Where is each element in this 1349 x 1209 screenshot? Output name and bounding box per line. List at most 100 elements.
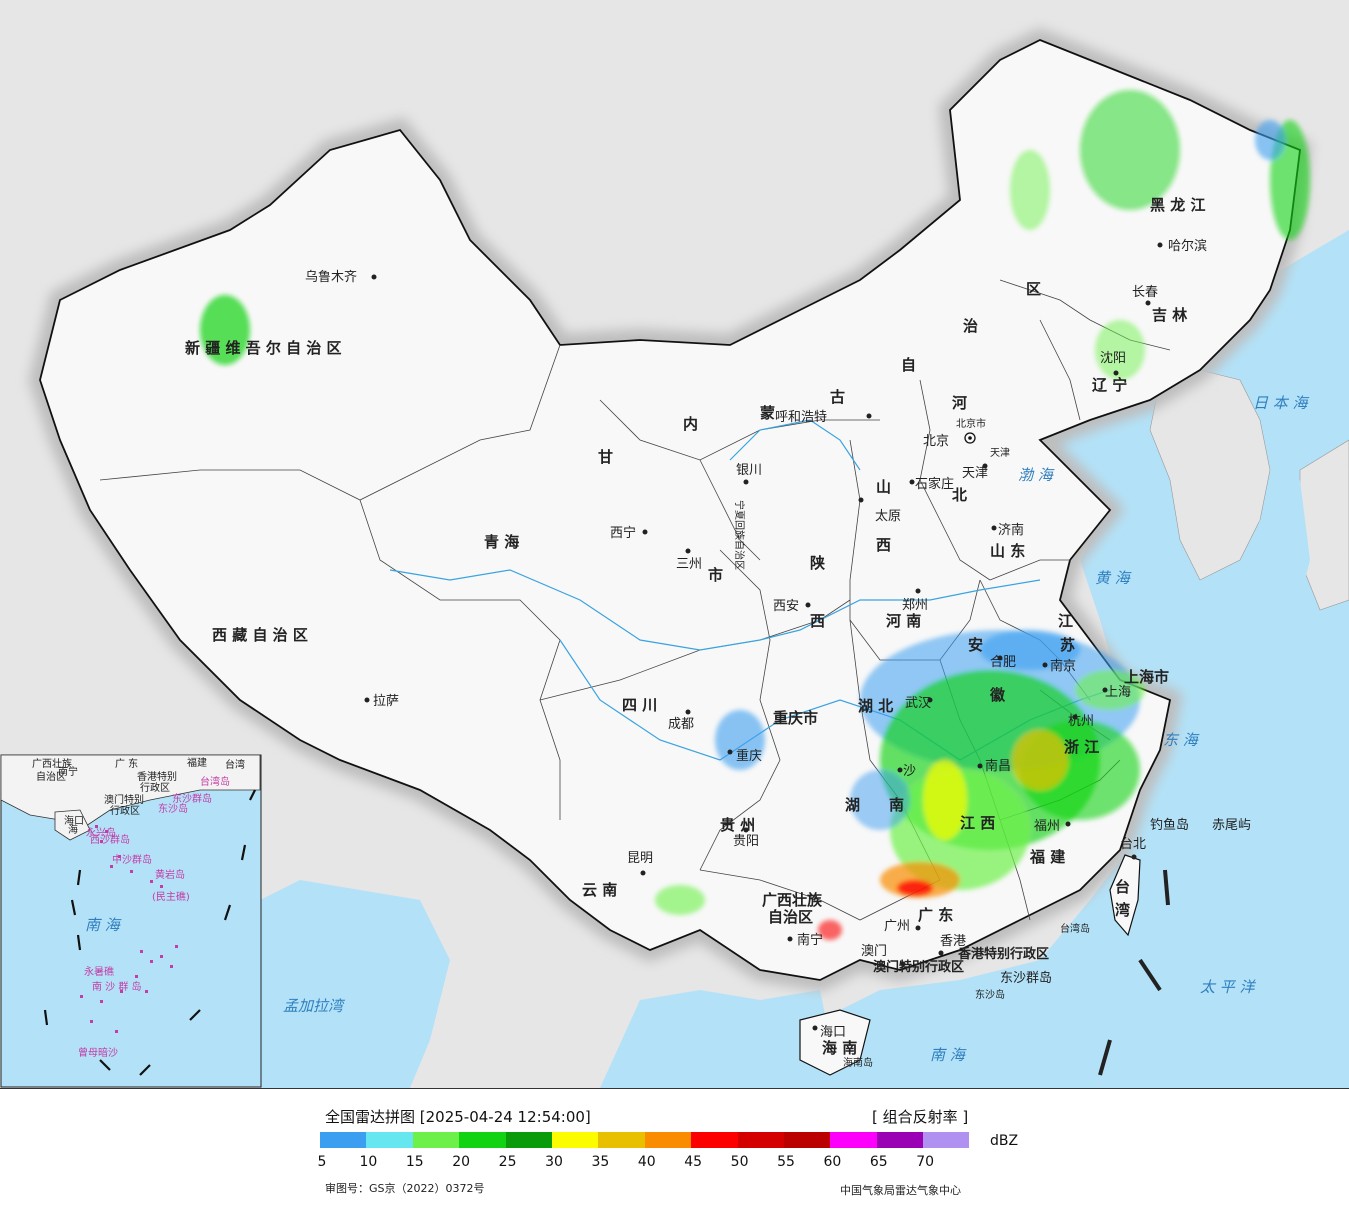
inset-yongshu: 永暑礁 [84,965,114,978]
label-anhui-2: 徽 [989,686,1006,704]
label-hunan-1: 湖 [845,796,860,814]
scale-tick-label: 65 [869,1154,888,1170]
label-ningxia: 宁夏回族自治区 [733,500,746,570]
label-hubei: 湖 北 [858,697,893,715]
label-guangxi-1: 广西壮族 [762,891,823,909]
color-scale [320,1132,970,1148]
label-hainan: 海 南 [822,1039,857,1057]
scale-swatch [598,1132,645,1148]
legend-panel [0,1088,1349,1209]
scale-tick-label: 20 [452,1154,471,1170]
label-shanxi-1: 山 [876,478,891,496]
label-macau: 澳门特别行政区 [873,959,964,975]
city-lhasa: 拉萨 [373,694,399,709]
city-chengdu: 成都 [668,717,694,732]
city-beijing: 北京 [923,434,949,449]
city-changchun: 长春 [1132,285,1158,300]
label-jiangsu-1: 江 [1058,612,1073,630]
scale-tick-label: 40 [637,1154,656,1170]
city-hohhot: 呼和浩特 [775,410,827,425]
city-xian: 西安 [773,599,799,614]
label-shaanxi-1: 陕 [810,554,825,572]
label-jiangxi: 江 西 [960,814,995,832]
label-anhui-1: 安 [968,636,983,654]
scale-tick-label: 60 [823,1154,842,1170]
city-yinchuan: 银川 [736,463,762,478]
south-china-sea-inset [0,754,262,1088]
scale-swatch [412,1132,460,1148]
city-hangzhou: 杭州 [1068,714,1094,729]
inset-dongshadao: 东沙岛 [158,802,188,815]
label-hebei-1: 河 [952,394,967,412]
product-label: [ 组合反射率 ] [872,1108,969,1126]
city-haikou: 海口 [820,1025,846,1040]
label-qinghai: 青 海 [484,533,519,551]
scale-swatch [644,1132,692,1148]
province-labels: 新 疆 维 吾 尔 自 治 区 西 藏 自 治 区 青 海 甘 内 蒙 古 自 … [185,196,1205,1057]
island-dongsha-islands: 东沙群岛 [1000,970,1052,986]
city-lanzhou: 三州 [676,557,702,572]
city-fuzhou: 福州 [1034,819,1060,834]
map-canvas: 新 疆 维 吾 尔 自 治 区 西 藏 自 治 区 青 海 甘 内 蒙 古 自 … [0,27,1349,1088]
inset-hongkong: 香港特别 [137,771,177,783]
city-dots [364,242,1163,1031]
city-taiyuan: 太原 [875,509,901,524]
gulf-tonkin-area [600,990,840,1088]
inset-taiwan: 台湾 [225,758,245,771]
sea-south: 南 海 [930,1046,967,1064]
label-shanxi-2: 西 [876,536,891,554]
approval-number: 审图号：GS京（2022）0372号 [325,1182,485,1195]
scale-tick-label: 55 [777,1154,795,1170]
scale-tick-label: 70 [916,1154,935,1170]
radar-map: 新 疆 维 吾 尔 自 治 区 西 藏 自 治 区 青 海 甘 内 蒙 古 自 … [0,0,1349,1088]
scale-tick-label: 50 [730,1154,749,1170]
label-zhejiang: 浙 江 [1064,738,1099,756]
label-neimenggu-1: 内 [683,415,698,433]
inset-guangdong: 广 东 [115,757,138,770]
label-hongkong: 香港特别行政区 [957,946,1049,962]
label-guangxi-2: 自治区 [768,908,813,926]
label-taiwan-1: 台 [1115,878,1130,896]
agency-name: 中国气象局雷达气象中心 [840,1184,961,1197]
label-liaoning: 辽 宁 [1092,376,1127,394]
inset-minzhu: (民主礁) [152,890,190,903]
island-chiwei: 赤尾屿 [1212,818,1251,833]
label-neimenggu-6: 区 [1026,280,1041,298]
scale-tick-label: 10 [359,1154,378,1170]
city-zhengzhou: 郑州 [902,598,928,613]
city-shenyang: 沈阳 [1100,351,1126,366]
scale-swatch [783,1132,831,1148]
inset-huangyan: 黄岩岛 [155,868,185,881]
scale-tick-label: 45 [684,1154,703,1170]
inset-zengmu: 曾母暗沙 [78,1046,118,1059]
island-diaoyu: 钓鱼岛 [1150,817,1189,833]
nine-dash-line [1098,869,1170,1076]
label-guangdong: 广 东 [918,906,953,924]
sea-bohai: 渤 海 [1018,466,1055,484]
label-heilongjiang: 黑 龙 江 [1150,196,1205,214]
label-xinjiang: 新 疆 维 吾 尔 自 治 区 [185,339,342,357]
sea-inset-south: 南 海 [85,916,122,934]
inset-dongsha-islands: 东沙群岛 [172,792,212,805]
city-hongkong: 香港 [940,934,966,949]
sea-japan: 日 本 海 [1253,394,1310,412]
label-xizang: 西 藏 自 治 区 [212,626,308,644]
inset-labels: 广西壮族 自治区 广 东 福建 台湾 香港特别 澳门特别 行政区 行政区 东沙群… [32,756,245,1059]
scale-swatch [830,1132,877,1148]
label-gansu: 甘 [598,448,613,466]
scale-swatch [505,1132,552,1148]
city-guiyang: 贵阳 [733,834,759,849]
inset-mo-admin: 行政区 [110,804,140,817]
scale-swatch [320,1132,367,1148]
label-neimenggu-2: 蒙 [760,404,775,422]
unit-label: dBZ [990,1133,1019,1149]
label-shandong: 山 东 [990,542,1025,560]
label-jilin: 吉 林 [1152,306,1188,324]
city-nanning: 南宁 [797,932,823,948]
inset-guangxi: 广西壮族 [32,757,72,770]
inset-zhongsha: 中沙群岛 [112,853,152,866]
sea-pacific: 太 平 洋 [1200,978,1257,996]
city-guangzhou: 广州 [884,919,910,934]
scale-swatch [691,1132,738,1148]
